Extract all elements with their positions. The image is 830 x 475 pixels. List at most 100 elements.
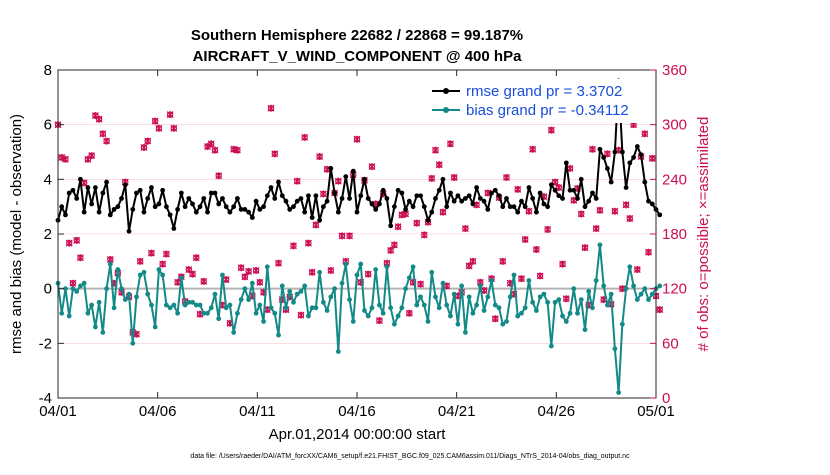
x-tick-label-1: 04/06 bbox=[139, 403, 177, 420]
obs-assimilated-point bbox=[151, 117, 159, 125]
series-1-point bbox=[306, 313, 311, 319]
series-0-point bbox=[347, 196, 352, 201]
obs-assimilated-point bbox=[65, 239, 73, 247]
series-0-point bbox=[227, 209, 233, 215]
obs-assimilated-point bbox=[484, 189, 492, 197]
obs-assimilated-point bbox=[405, 309, 413, 317]
series-0-point bbox=[462, 196, 468, 201]
series-1-point bbox=[466, 294, 472, 300]
series-1-point bbox=[212, 291, 218, 297]
series-1-point bbox=[455, 321, 461, 327]
series-1-point bbox=[104, 286, 109, 292]
series-1-point bbox=[522, 305, 528, 311]
series-1-point bbox=[563, 319, 569, 324]
series-1-point bbox=[100, 330, 106, 335]
obs-assimilated-point bbox=[618, 285, 626, 293]
series-0-point bbox=[216, 201, 222, 207]
series-1-point bbox=[89, 302, 95, 308]
series-1-point bbox=[601, 283, 607, 289]
obs-assimilated-point bbox=[592, 225, 600, 233]
series-0-point bbox=[264, 193, 270, 199]
y-right-tick-label-1: 60 bbox=[662, 335, 679, 352]
obs-assimilated-point bbox=[271, 150, 279, 158]
series-1-point bbox=[541, 291, 547, 297]
series-1-point bbox=[548, 343, 554, 349]
series-1-point bbox=[246, 297, 252, 302]
obs-assimilated-point bbox=[99, 130, 107, 138]
series-1-point bbox=[339, 280, 345, 286]
series-0-point bbox=[504, 196, 509, 201]
series-0-point bbox=[649, 201, 655, 207]
obs-assimilated-point bbox=[76, 254, 84, 262]
series-1-point bbox=[85, 310, 91, 316]
obs-assimilated-point bbox=[439, 208, 447, 216]
y-right-tick-label-0: 0 bbox=[662, 390, 670, 407]
series-1-point bbox=[227, 302, 233, 308]
series-1-point bbox=[137, 272, 143, 278]
chart-title: Southern Hemisphere 22682 / 22868 = 99.1… bbox=[191, 27, 523, 44]
series-0-point bbox=[365, 196, 371, 201]
series-0-point bbox=[272, 196, 278, 201]
series-0-point bbox=[182, 204, 188, 210]
series-1-point bbox=[332, 286, 337, 292]
y-axis-ticks: -4 -2 0 2 4 6 8 bbox=[39, 62, 64, 407]
obs-assimilated-point bbox=[589, 145, 596, 153]
series-1-point bbox=[575, 310, 580, 316]
series-0-point bbox=[306, 193, 311, 199]
obs-assimilated-point bbox=[394, 223, 402, 231]
obs-assimilated-point bbox=[461, 225, 469, 233]
series-1-point bbox=[567, 310, 573, 316]
series-1-point bbox=[178, 275, 184, 281]
series-1-point bbox=[511, 272, 517, 278]
series-0-point bbox=[317, 217, 323, 223]
series-1-point bbox=[556, 297, 562, 302]
series-1-point bbox=[70, 286, 76, 292]
series-0-point bbox=[343, 174, 349, 180]
series-0-point bbox=[253, 198, 259, 204]
obs-assimilated-point bbox=[521, 235, 529, 243]
obs-assimilated-point bbox=[237, 264, 245, 272]
series-0-point bbox=[619, 149, 625, 155]
series-1-point bbox=[235, 310, 240, 316]
series-0-point bbox=[350, 168, 356, 174]
series-1-point bbox=[317, 269, 323, 275]
series-0-point bbox=[231, 204, 237, 210]
y-right-tick-label-3: 180 bbox=[662, 226, 687, 243]
series-0-point bbox=[197, 204, 203, 210]
series-0-point bbox=[623, 185, 629, 190]
chart-subtitle: AIRCRAFT_V_WIND_COMPONENT @ 400 hPa bbox=[193, 48, 523, 65]
y-right-tick-label-5: 300 bbox=[662, 117, 687, 134]
legend: rmse grand pr = 3.3702 bias grand pr = -… bbox=[427, 79, 649, 123]
series-0-point bbox=[507, 204, 513, 210]
series-1-point bbox=[287, 289, 293, 294]
series-1-point bbox=[186, 299, 192, 305]
series-1-point bbox=[298, 289, 304, 294]
obs-assimilated-point bbox=[353, 135, 361, 143]
series-1-point bbox=[377, 302, 382, 308]
obs-assimilated-point bbox=[491, 315, 499, 323]
obs-assimilated-point bbox=[170, 124, 178, 132]
y-tick-label-2: 0 bbox=[44, 281, 52, 298]
series-0-point bbox=[515, 209, 521, 215]
series-1-point bbox=[496, 305, 502, 311]
y-tick-label-5: 6 bbox=[44, 117, 52, 134]
series-0-point bbox=[163, 204, 169, 210]
obs-assimilated-point bbox=[155, 124, 163, 132]
series-1-point bbox=[504, 319, 509, 324]
obs-assimilated-point bbox=[641, 130, 649, 138]
obs-assimilated-point bbox=[450, 174, 458, 182]
series-1-point bbox=[534, 308, 539, 313]
series-0-point bbox=[638, 152, 644, 158]
obs-assimilated-point bbox=[622, 201, 630, 209]
series-1-point bbox=[489, 278, 494, 283]
series-1-point bbox=[223, 305, 229, 311]
obs-assimilated-point bbox=[581, 244, 589, 252]
series-1-point bbox=[448, 313, 453, 319]
series-1-point bbox=[619, 321, 625, 327]
series-0-point bbox=[85, 185, 91, 190]
series-0-point bbox=[287, 207, 293, 212]
series-1-point bbox=[350, 319, 356, 324]
series-0-point bbox=[149, 185, 154, 190]
obs-assimilated-point bbox=[95, 115, 103, 123]
series-0-point bbox=[220, 196, 225, 201]
